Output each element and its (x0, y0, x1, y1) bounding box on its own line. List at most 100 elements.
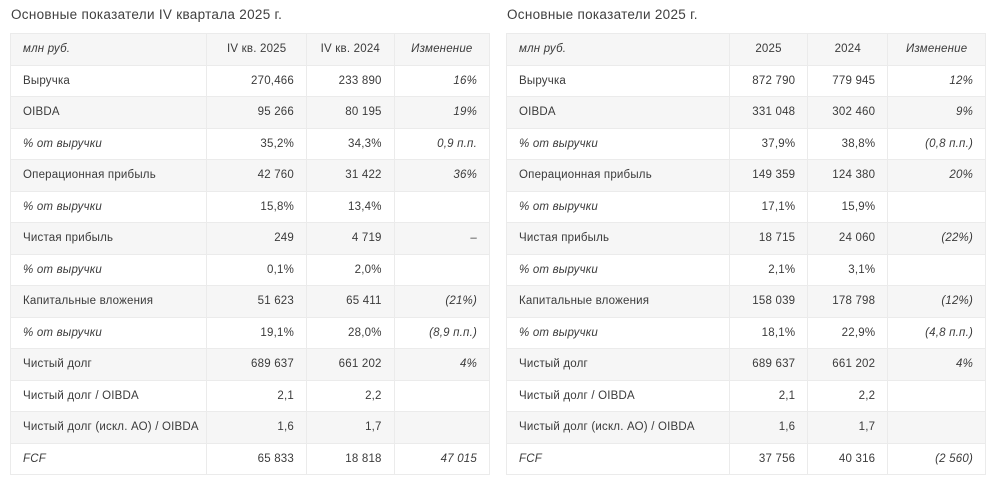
value-current-period: 331 048 (728, 96, 809, 129)
value-current-period: 0,1% (206, 253, 307, 286)
value-change: 0,9 п.п. (393, 127, 491, 160)
value-change: 4% (887, 348, 986, 381)
table-row: Чистый долг (искл. АО) / OIBDA 1,6 1,7 (506, 411, 986, 444)
change-column-header: Изменение (393, 33, 491, 66)
value-change: (12%) (887, 285, 986, 318)
value-prior-period: 4 719 (306, 222, 395, 255)
value-change: 47 015 (393, 442, 491, 475)
table-row: Операционная прибыль 149 359 124 380 20% (506, 159, 986, 192)
value-current-period: 18 715 (728, 222, 809, 255)
value-prior-period: 80 195 (306, 96, 395, 129)
value-prior-period: 661 202 (306, 348, 395, 381)
table-header: млн руб. IV кв. 2025 IV кв. 2024 Изменение (9, 33, 491, 66)
table-body: Выручка 872 790 779 945 12% OIBDA 331 048 302 … (506, 64, 986, 475)
value-change (393, 379, 491, 412)
metric-label: % от выручки (506, 190, 730, 223)
value-change: (0,8 п.п.) (887, 127, 986, 160)
header-row: млн руб. 2025 2024 Изменение (506, 33, 986, 66)
value-prior-period: 779 945 (807, 64, 889, 97)
quarterly-results-table: млн руб. IV кв. 2025 IV кв. 2024 Изменение … (9, 33, 491, 475)
value-change: 4% (393, 348, 491, 381)
table-row: Чистая прибыль 18 715 24 060 (22%) (506, 222, 986, 255)
value-change (887, 411, 986, 444)
metric-label: % от выручки (9, 190, 208, 223)
table-row: Операционная прибыль 42 760 31 422 36% (9, 159, 491, 192)
value-current-period: 51 623 (206, 285, 307, 318)
value-change: (8,9 п.п.) (393, 316, 491, 349)
metric-label: Операционная прибыль (506, 159, 730, 192)
value-prior-period: 13,4% (306, 190, 395, 223)
value-current-period: 689 637 (728, 348, 809, 381)
unit-column-header: млн руб. (506, 33, 730, 66)
table-row: % от выручки 17,1% 15,9% (506, 190, 986, 223)
table-row: Капитальные вложения 158 039 178 798 (12%) (506, 285, 986, 318)
value-prior-period: 65 411 (306, 285, 395, 318)
value-current-period: 2,1 (206, 379, 307, 412)
table-row: OIBDA 331 048 302 460 9% (506, 96, 986, 129)
metric-label: Капитальные вложения (506, 285, 730, 318)
table-row: Выручка 872 790 779 945 12% (506, 64, 986, 97)
current-period-column-header: IV кв. 2025 (206, 33, 307, 66)
value-current-period: 95 266 (206, 96, 307, 129)
value-prior-period: 124 380 (807, 159, 889, 192)
metric-label: Чистый долг (искл. АО) / OIBDA (9, 411, 208, 444)
metric-label: % от выручки (9, 316, 208, 349)
value-current-period: 15,8% (206, 190, 307, 223)
table-row: OIBDA 95 266 80 195 19% (9, 96, 491, 129)
value-prior-period: 2,2 (807, 379, 889, 412)
value-prior-period: 22,9% (807, 316, 889, 349)
table-row: Чистый долг 689 637 661 202 4% (9, 348, 491, 381)
value-change (887, 190, 986, 223)
value-change (393, 411, 491, 444)
value-prior-period: 15,9% (807, 190, 889, 223)
annual-results-table: млн руб. 2025 2024 Изменение Выручка 872 790… (506, 33, 986, 475)
table-row: FCF 37 756 40 316 (2 560) (506, 442, 986, 475)
table-row: % от выручки 0,1% 2,0% (9, 253, 491, 286)
value-prior-period: 661 202 (807, 348, 889, 381)
table-row: Чистый долг 689 637 661 202 4% (506, 348, 986, 381)
value-change: – (393, 222, 491, 255)
value-current-period: 2,1% (728, 253, 809, 286)
value-current-period: 19,1% (206, 316, 307, 349)
table-row: % от выручки 35,2% 34,3% 0,9 п.п. (9, 127, 491, 160)
value-change: 19% (393, 96, 491, 129)
value-prior-period: 2,2 (306, 379, 395, 412)
value-change (393, 253, 491, 286)
prior-period-column-header: 2024 (807, 33, 889, 66)
metric-label: % от выручки (506, 253, 730, 286)
metric-label: Выручка (506, 64, 730, 97)
value-change: (4,8 п.п.) (887, 316, 986, 349)
value-change: 20% (887, 159, 986, 192)
metric-label: % от выручки (506, 127, 730, 160)
metric-label: FCF (506, 442, 730, 475)
metric-label: OIBDA (9, 96, 208, 129)
value-current-period: 18,1% (728, 316, 809, 349)
metric-label: OIBDA (506, 96, 730, 129)
table-row: % от выручки 18,1% 22,9% (4,8 п.п.) (506, 316, 986, 349)
value-change: 12% (887, 64, 986, 97)
annual-results-section: Основные показатели 2025 г. млн руб. 2025… (506, 4, 986, 475)
table-row: Чистый долг / OIBDA 2,1 2,2 (9, 379, 491, 412)
value-current-period: 149 359 (728, 159, 809, 192)
metric-label: Выручка (9, 64, 208, 97)
metric-label: Чистый долг / OIBDA (506, 379, 730, 412)
value-change: 9% (887, 96, 986, 129)
value-current-period: 872 790 (728, 64, 809, 97)
metric-label: Чистая прибыль (506, 222, 730, 255)
value-change: (21%) (393, 285, 491, 318)
metric-label: Капитальные вложения (9, 285, 208, 318)
value-prior-period: 2,0% (306, 253, 395, 286)
value-current-period: 249 (206, 222, 307, 255)
value-prior-period: 28,0% (306, 316, 395, 349)
header-row: млн руб. IV кв. 2025 IV кв. 2024 Изменение (9, 33, 491, 66)
value-prior-period: 24 060 (807, 222, 889, 255)
value-prior-period: 302 460 (807, 96, 889, 129)
value-current-period: 35,2% (206, 127, 307, 160)
value-prior-period: 18 818 (306, 442, 395, 475)
value-prior-period: 1,7 (807, 411, 889, 444)
table-row: % от выручки 15,8% 13,4% (9, 190, 491, 223)
value-current-period: 1,6 (206, 411, 307, 444)
metric-label: Чистый долг (искл. АО) / OIBDA (506, 411, 730, 444)
value-current-period: 270,466 (206, 64, 307, 97)
value-prior-period: 233 890 (306, 64, 395, 97)
